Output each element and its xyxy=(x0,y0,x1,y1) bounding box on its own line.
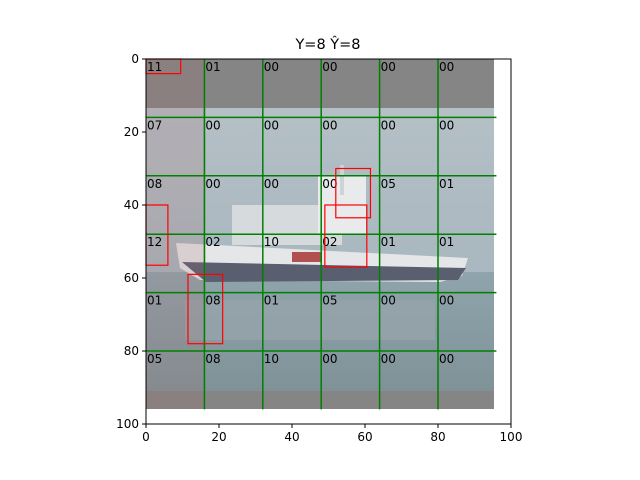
cell-label-r5-c0: 05 xyxy=(147,352,162,366)
cell-label-r4-c1: 08 xyxy=(205,294,220,308)
cell-labels: 11 01 00 00 00 00 07 00 00 00 00 00 08 00 00 00 05 01 12 02… xyxy=(147,60,454,366)
cell-label-r0-c3: 00 xyxy=(322,60,337,74)
cell-label-r2-c4: 05 xyxy=(381,177,396,191)
grid-lines xyxy=(146,59,497,410)
cell-label-r1-c5: 00 xyxy=(439,118,454,132)
x-tick-label-5: 100 xyxy=(500,430,523,444)
cell-label-r2-c1: 00 xyxy=(205,177,220,191)
cell-label-r2-c0: 08 xyxy=(147,177,162,191)
cell-label-r0-c1: 01 xyxy=(205,60,220,74)
y-tick-label-3: 60 xyxy=(124,271,139,285)
cell-label-r1-c3: 00 xyxy=(322,118,337,132)
cell-label-r4-c2: 01 xyxy=(264,294,279,308)
cell-label-r1-c0: 07 xyxy=(147,118,162,132)
bounding-box-3 xyxy=(335,167,372,219)
cell-label-r4-c0: 01 xyxy=(147,294,162,308)
y-tick-label-1: 20 xyxy=(124,125,139,139)
boat-reflection xyxy=(185,300,435,340)
x-axis-ticks: 0 20 40 60 80 100 xyxy=(142,424,522,444)
cell-label-r2-c2: 00 xyxy=(264,177,279,191)
boat-hull-stripe xyxy=(182,262,466,282)
cell-label-r3-c5: 01 xyxy=(439,235,454,249)
bounding-boxes xyxy=(145,58,372,345)
cell-label-r5-c1: 08 xyxy=(205,352,220,366)
y-axis-ticks: 0 20 40 60 80 100 xyxy=(116,52,146,431)
photo-bottom-band xyxy=(146,391,494,409)
cell-label-r3-c0: 12 xyxy=(147,235,162,249)
y-tick-label-2: 40 xyxy=(124,198,139,212)
cell-label-r0-c0: 11 xyxy=(147,60,162,74)
cell-label-r0-c2: 00 xyxy=(264,60,279,74)
cell-label-r3-c4: 01 xyxy=(381,235,396,249)
cell-label-r3-c1: 02 xyxy=(205,235,220,249)
cell-label-r4-c5: 00 xyxy=(439,294,454,308)
axes-frame xyxy=(145,58,512,425)
cell-label-r4-c3: 05 xyxy=(322,294,337,308)
cell-label-r3-c2: 10 xyxy=(264,235,279,249)
cell-label-r5-c4: 00 xyxy=(381,352,396,366)
cell-label-r1-c1: 00 xyxy=(205,118,220,132)
cell-label-r0-c5: 00 xyxy=(439,60,454,74)
cell-label-r1-c2: 00 xyxy=(264,118,279,132)
y-tick-label-5: 100 xyxy=(116,417,139,431)
bounding-box-4 xyxy=(324,204,368,268)
x-tick-label-2: 40 xyxy=(284,430,299,444)
boat-mast xyxy=(340,165,344,195)
cell-label-r2-c3: 00 xyxy=(322,177,337,191)
cell-label-r0-c4: 00 xyxy=(381,60,396,74)
cell-label-r4-c4: 00 xyxy=(381,294,396,308)
x-tick-label-1: 20 xyxy=(211,430,226,444)
cell-label-r2-c5: 01 xyxy=(439,177,454,191)
chart-title: Y=8 Ŷ=8 xyxy=(294,35,360,53)
cell-label-r5-c5: 00 xyxy=(439,352,454,366)
y-tick-label-0: 0 xyxy=(131,52,139,66)
x-tick-label-4: 80 xyxy=(430,430,445,444)
y-tick-label-4: 80 xyxy=(124,344,139,358)
bounding-box-2 xyxy=(187,273,224,345)
boat-deck-detail xyxy=(292,252,322,262)
cell-label-r5-c3: 00 xyxy=(322,352,337,366)
x-tick-label-0: 0 xyxy=(142,430,150,444)
x-tick-label-3: 60 xyxy=(357,430,372,444)
cell-label-r1-c4: 00 xyxy=(381,118,396,132)
cell-label-r3-c3: 02 xyxy=(322,235,337,249)
cell-label-r5-c2: 10 xyxy=(264,352,279,366)
